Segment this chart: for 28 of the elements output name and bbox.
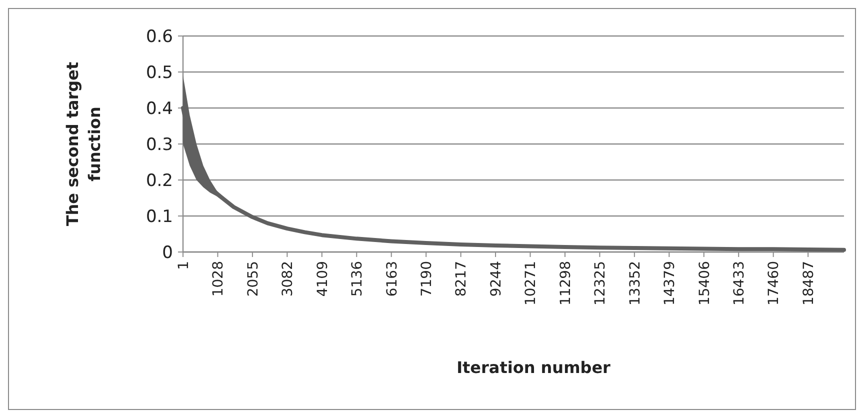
- x-tick-label: 16433: [732, 261, 748, 306]
- x-tick-label: 4109: [314, 261, 331, 297]
- y-tick-label: 0.1: [146, 206, 173, 227]
- y-tick-label: 0.6: [146, 26, 173, 47]
- y-tick-label: 0.3: [146, 134, 173, 155]
- x-tick-label: 2055: [245, 261, 262, 297]
- x-tick-label: 18487: [800, 261, 817, 306]
- y-axis-title: The second target function: [63, 62, 104, 226]
- y-tick-label: 0.4: [146, 98, 173, 119]
- x-tick-label: 1028: [210, 261, 227, 297]
- x-tick-label: 3082: [280, 261, 296, 297]
- x-tick-label: 8217: [454, 261, 470, 297]
- x-tick-label: 11298: [558, 261, 574, 306]
- x-tick-label: 13352: [627, 261, 644, 306]
- x-tick-label: 9244: [488, 260, 504, 297]
- x-tick-label: 14379: [662, 261, 678, 306]
- y-tick-label: 0.5: [146, 62, 173, 83]
- x-tick-label: 7190: [418, 261, 435, 297]
- x-tick-label: 15406: [696, 260, 713, 306]
- y-tick-label: 0: [162, 242, 173, 263]
- x-tick-label: 5136: [350, 260, 366, 297]
- x-tick-label: 17460: [766, 261, 782, 306]
- y-tick-label: 0.2: [146, 170, 173, 191]
- x-tick-label: 6163: [384, 261, 400, 297]
- x-tick-label: 10271: [523, 261, 540, 306]
- x-tick-label: 12325: [592, 261, 609, 306]
- x-axis-title: Iteration number: [456, 358, 611, 377]
- x-tick-label: 1: [176, 261, 192, 270]
